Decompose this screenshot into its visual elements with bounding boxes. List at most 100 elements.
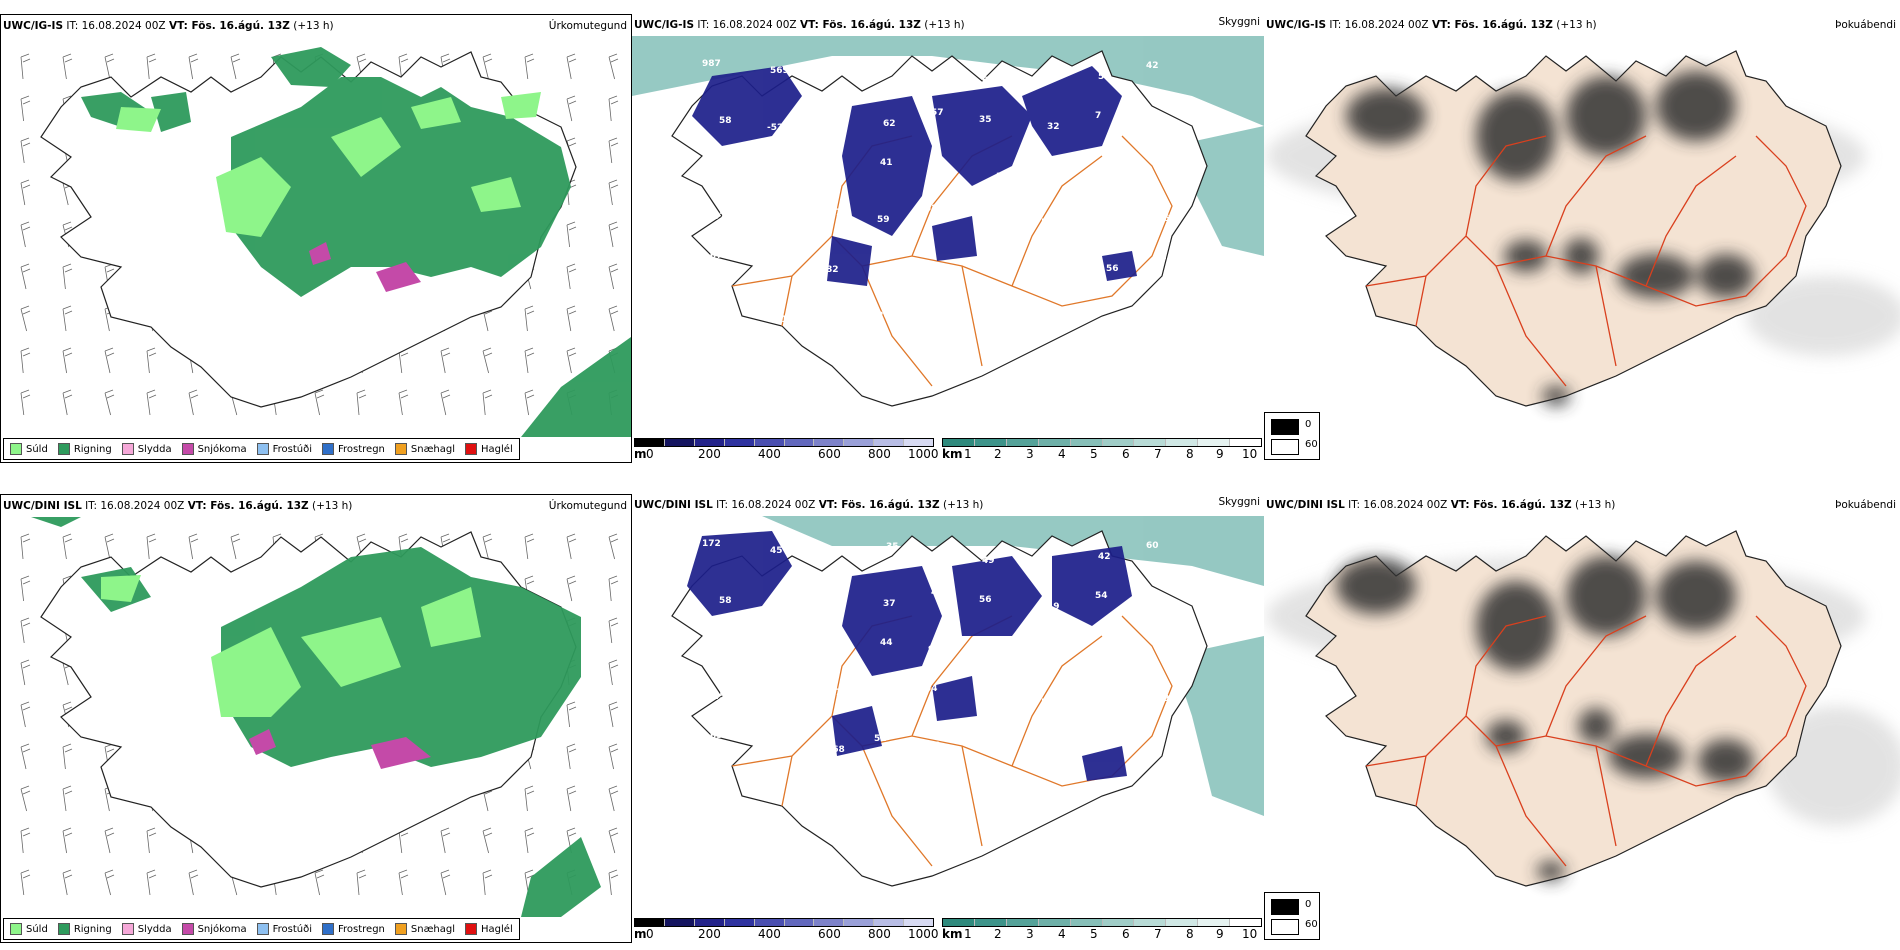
legend-swatch (121, 443, 134, 455)
ceiling-value-label: 53 (928, 165, 941, 175)
ceiling-value-label: 55 (1041, 218, 1054, 228)
wind-barb (566, 575, 577, 602)
ceiling-value-label: 58 (719, 116, 732, 126)
wind-barb (398, 869, 409, 896)
wind-barb (608, 179, 619, 206)
ceiling-value-label: 38 (761, 219, 774, 229)
wind-barb (188, 533, 199, 560)
panel-title: UWC/DINI ISL IT: 16.08.2024 00Z VT: Fös.… (1266, 499, 1616, 511)
wind-barb (482, 827, 493, 854)
visibility-tick: 10 (1242, 447, 1258, 461)
legend-swatch (57, 923, 70, 935)
drizzle-areas (101, 575, 481, 717)
wind-barb (146, 53, 157, 80)
wind-barb (566, 743, 577, 770)
ceiling-value-label: 45 (770, 546, 783, 556)
ceiling-value-label: 53 (993, 691, 1006, 701)
wind-barb (608, 221, 619, 248)
visibility-scale: km 1 2 3 4 5 6 7 8 9 10 (942, 918, 1262, 941)
ceiling-value-label: 37 (996, 652, 1009, 662)
legend-item: Haglél (465, 923, 513, 935)
wind-barb (608, 305, 619, 332)
visibility-tick: 3 (1026, 447, 1034, 461)
wind-barb (62, 347, 73, 374)
wind-barb (482, 869, 493, 896)
visibility-scale: km 1 2 3 4 5 6 7 8 9 10 (942, 438, 1262, 461)
ceiling-value-label: 19 (987, 307, 1000, 317)
legend-item: Frostregn (322, 923, 385, 935)
ceiling-value-label: 50 (1038, 257, 1051, 267)
ceiling-tick: 200 (698, 447, 721, 461)
wind-barb (566, 221, 577, 248)
visibility-tick: 4 (1058, 927, 1066, 941)
fog-dense (1346, 71, 1754, 406)
wind-barb (608, 53, 619, 80)
snow-areas (249, 729, 431, 769)
legend-swatch (394, 923, 407, 935)
fog-tick: 0 (1305, 899, 1312, 910)
legend-swatch (465, 923, 478, 935)
ceiling-value-label: 41 (775, 315, 788, 325)
visibility-tick: 8 (1186, 447, 1194, 461)
visibility-tick: 1 (964, 927, 972, 941)
wind-barb (62, 743, 73, 770)
legend-item: Slydda (121, 443, 172, 455)
fog-scale: 0 60 (1264, 412, 1320, 460)
cloud-map: 172 45 41 35 49 49 49 42 60 58 38 34 37 47 56 49 54 52 51 3… (671, 516, 1264, 887)
ceiling-value-label: 37 (883, 599, 896, 609)
ceiling-value-label: 120 (871, 311, 890, 321)
ceiling-value-label: 54 (922, 261, 935, 271)
wind-barb (398, 389, 409, 416)
wind-barb (440, 347, 451, 374)
legend-swatch (10, 443, 22, 455)
ceiling-value-label: 58 (1092, 168, 1105, 178)
legend-item: Slydda (121, 923, 172, 935)
wind-barb (188, 869, 199, 896)
wind-barb (524, 389, 535, 416)
ceiling-value-label: 111 (922, 741, 941, 751)
panel-title: UWC/IG-IS IT: 16.08.2024 00Z VT: Fös. 16… (1266, 19, 1597, 31)
ceiling-tick: 600 (818, 927, 841, 941)
wind-barb (104, 53, 115, 80)
wind-barb (62, 53, 73, 80)
legend-swatch (181, 923, 194, 935)
ceiling-value-label: 42 (1098, 552, 1111, 562)
ceiling-value-label: 41 (880, 158, 893, 168)
visibility-tick: 8 (1186, 927, 1194, 941)
legend-swatch (256, 923, 269, 935)
ceiling-value-label: 60 (1146, 541, 1159, 551)
fog-panel-bottom: UWC/DINI ISL IT: 16.08.2024 00Z VT: Fös.… (1264, 494, 1900, 943)
snow-areas (309, 242, 421, 292)
legend-swatch (10, 923, 22, 935)
wind-barb (482, 53, 493, 80)
legend-swatch (256, 443, 269, 455)
ceiling-value-label: 41 (818, 553, 831, 563)
wind-barb (20, 785, 31, 812)
ceiling-value-label: 30 (764, 642, 777, 652)
wind-barb (20, 137, 31, 164)
ceiling-value-label: 52 (874, 734, 887, 744)
ceiling-value-label: 35 (886, 542, 899, 552)
legend-swatch (57, 443, 70, 455)
ceiling-value-label: 52 (925, 204, 938, 214)
wind-barb (566, 701, 577, 728)
fog-map (1266, 50, 1900, 407)
cloud-visibility-panel-top: UWC/IG-IS IT: 16.08.2024 00Z VT: Fös. 16… (632, 14, 1264, 463)
ceiling-value-label: 63 (710, 731, 723, 741)
ceiling-value-label: 598 (818, 73, 837, 83)
ceiling-value-label: 44 (880, 638, 893, 648)
ceiling-labels: 9875695985150646564258-52050625735327655… (702, 59, 1170, 325)
ceiling-value-label: 34 (815, 592, 828, 602)
wind-barb (608, 263, 619, 290)
ceiling-tick: 400 (758, 447, 781, 461)
legend-item: Snæhagl (394, 443, 455, 455)
ceiling-value-label: 69 (1157, 694, 1170, 704)
ceiling-value-label: 62 (883, 119, 896, 129)
low-cloud-areas (687, 531, 1132, 781)
wind-barb (482, 347, 493, 374)
panel-variable-label: Þokuábendi (1835, 499, 1896, 511)
wind-barb (566, 347, 577, 374)
ceiling-value-label: 16 (1092, 648, 1105, 658)
rain-areas (81, 47, 631, 437)
legend-item: Súld (10, 443, 48, 455)
